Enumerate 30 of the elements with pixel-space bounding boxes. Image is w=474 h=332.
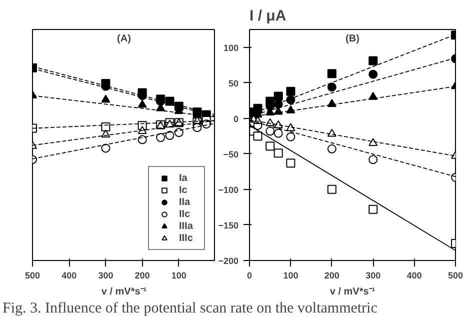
y-tick-label: −150 xyxy=(218,220,239,230)
legend-label: IIIa xyxy=(179,220,194,232)
x-tick-label: 200 xyxy=(134,270,150,280)
legend-label: Ia xyxy=(179,172,188,184)
x-axis-title: v / mV*s⁻¹ xyxy=(330,286,376,298)
y-tick-label: −50 xyxy=(223,149,239,160)
x-tick-label: 100 xyxy=(283,270,298,280)
x-tick-label: 200 xyxy=(324,270,340,280)
legend-label: IIa xyxy=(179,196,192,208)
x-tick-label: 100 xyxy=(171,270,186,280)
x-tick-label: 500 xyxy=(24,270,40,280)
legend-label: IIIc xyxy=(179,232,194,244)
x-axis-title: v / mV*s⁻¹ xyxy=(101,286,148,298)
y-tick-label: 50 xyxy=(228,78,239,88)
legend-label: Ic xyxy=(179,184,188,196)
chart-title: I / μA xyxy=(250,8,286,24)
y-tick-label: 0 xyxy=(233,114,239,124)
x-tick-label: 400 xyxy=(62,270,77,280)
y-tick-label: −100 xyxy=(218,184,239,195)
x-tick-label: 300 xyxy=(366,270,381,280)
legend-label: IIc xyxy=(179,208,192,220)
caption: Fig. 3. Influence of the potential scan rate on the voltammetric xyxy=(2,300,378,316)
chart-subtitle: (B) xyxy=(346,34,360,44)
x-tick-label: 300 xyxy=(98,270,114,280)
y-tick-label: 100 xyxy=(223,42,239,53)
chart-subtitle: (A) xyxy=(117,34,131,44)
x-tick-label: 0 xyxy=(246,270,252,280)
x-tick-label: 500 xyxy=(448,270,464,280)
y-tick-label: −200 xyxy=(218,256,239,266)
x-tick-label: 400 xyxy=(406,270,422,280)
